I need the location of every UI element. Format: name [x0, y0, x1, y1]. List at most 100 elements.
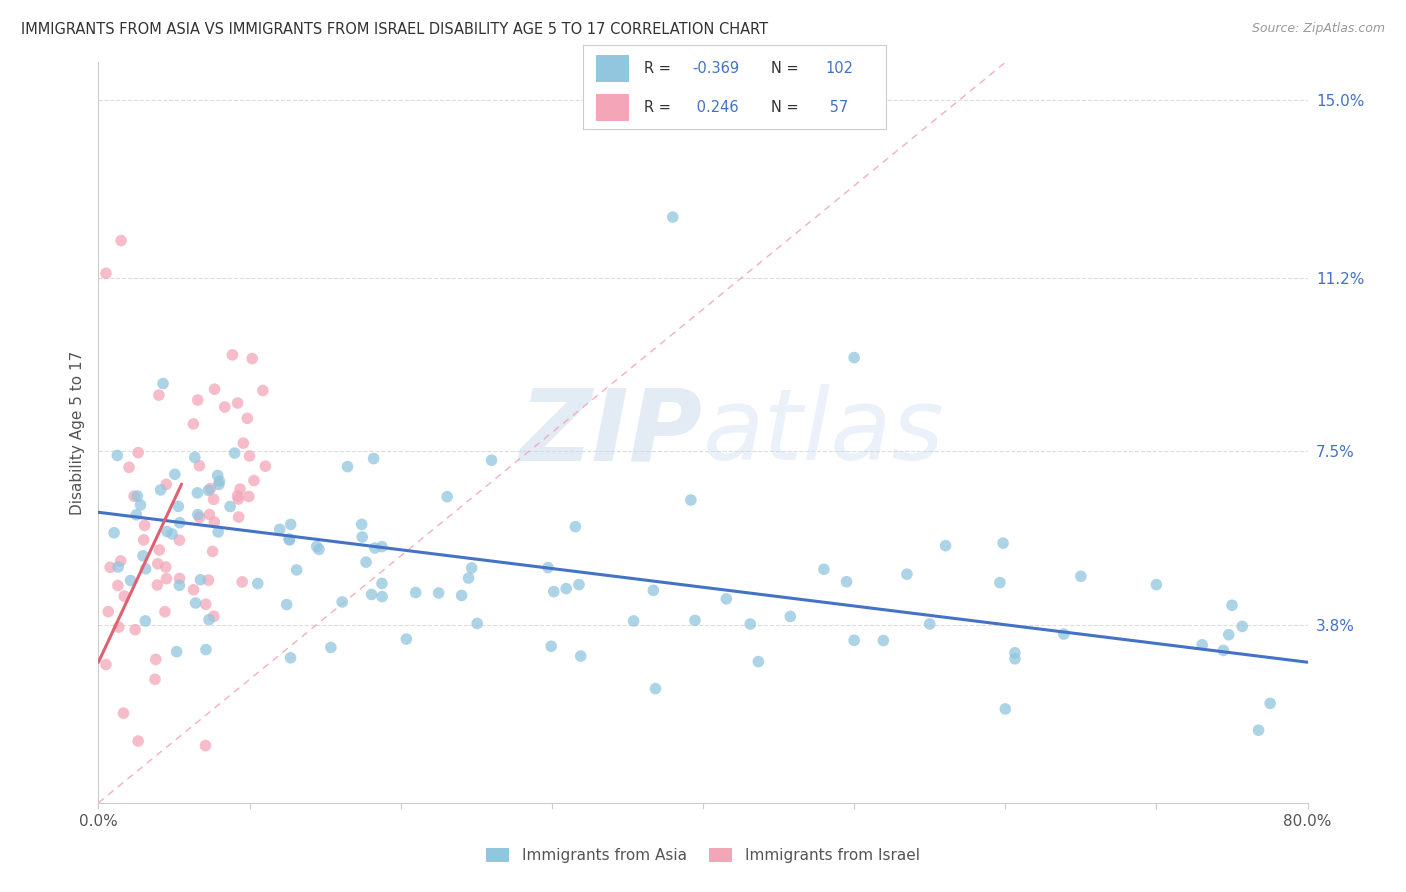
Point: [395, 632, 418, 646]
Point: [167, 500, 190, 514]
Point: [935, 539, 957, 553]
Text: IMMIGRANTS FROM ASIA VS IMMIGRANTS FROM ISRAEL DISABILITY AGE 5 TO 17 CORRELATIO: IMMIGRANTS FROM ASIA VS IMMIGRANTS FROM …: [21, 22, 768, 37]
Point: [183, 582, 205, 597]
Point: [155, 572, 177, 586]
Point: [134, 518, 156, 533]
Point: [231, 574, 253, 589]
Point: [1212, 643, 1234, 657]
Point: [166, 645, 188, 659]
Point: [280, 517, 302, 532]
Point: [169, 578, 191, 592]
Point: [543, 584, 565, 599]
Point: [1232, 619, 1254, 633]
Point: [198, 613, 221, 627]
Point: [194, 739, 217, 753]
Point: [160, 527, 183, 541]
Point: [132, 533, 155, 547]
Point: [427, 586, 450, 600]
Point: [918, 616, 941, 631]
Point: [276, 598, 298, 612]
Point: [232, 436, 254, 450]
Point: [623, 614, 645, 628]
Point: [1053, 627, 1076, 641]
Point: [107, 560, 129, 574]
Point: [354, 555, 377, 569]
Point: [107, 578, 129, 592]
Point: [1144, 577, 1167, 591]
Point: [336, 459, 359, 474]
Point: [226, 489, 249, 503]
Point: [184, 450, 207, 465]
FancyBboxPatch shape: [596, 54, 628, 82]
Point: [844, 351, 866, 365]
Point: [110, 554, 132, 568]
Point: [1218, 628, 1240, 642]
Point: [844, 633, 866, 648]
Point: [564, 519, 586, 533]
Point: [202, 609, 225, 624]
Point: [537, 560, 560, 574]
Point: [98, 560, 121, 574]
Point: [125, 508, 148, 522]
Point: [540, 640, 562, 654]
Point: [246, 576, 269, 591]
Point: [221, 348, 243, 362]
Point: [163, 467, 186, 482]
Point: [269, 522, 291, 536]
Point: [450, 589, 472, 603]
Text: 102: 102: [825, 61, 853, 76]
Point: [149, 483, 172, 497]
Point: [132, 549, 155, 563]
Point: [643, 583, 665, 598]
Point: [155, 477, 177, 491]
Point: [280, 650, 302, 665]
FancyBboxPatch shape: [596, 94, 628, 120]
Point: [187, 508, 209, 522]
Point: [204, 382, 226, 396]
Point: [208, 477, 231, 491]
Point: [110, 234, 132, 248]
Point: [835, 574, 858, 589]
Point: [457, 571, 479, 585]
Point: [991, 536, 1014, 550]
Point: [254, 459, 277, 474]
Point: [143, 673, 166, 687]
Point: [747, 655, 769, 669]
Point: [436, 490, 458, 504]
Point: [481, 453, 503, 467]
Text: N =: N =: [770, 61, 803, 76]
Text: ZIP: ZIP: [520, 384, 703, 481]
Point: [896, 567, 918, 582]
Text: Source: ZipAtlas.com: Source: ZipAtlas.com: [1251, 22, 1385, 36]
Point: [155, 560, 177, 574]
Point: [112, 706, 135, 720]
Point: [363, 451, 385, 466]
Point: [197, 483, 219, 498]
Point: [194, 597, 217, 611]
Point: [186, 486, 208, 500]
Point: [224, 446, 246, 460]
Point: [127, 734, 149, 748]
Point: [569, 649, 592, 664]
Point: [740, 617, 762, 632]
Point: [228, 492, 250, 507]
Point: [207, 524, 229, 539]
Point: [555, 582, 578, 596]
Point: [285, 563, 308, 577]
Point: [994, 702, 1017, 716]
Point: [716, 591, 738, 606]
Point: [112, 589, 135, 603]
Point: [107, 620, 129, 634]
Point: [229, 482, 252, 496]
Point: [207, 468, 229, 483]
Point: [94, 266, 117, 280]
Point: [465, 616, 488, 631]
Point: [305, 540, 328, 554]
Point: [1191, 638, 1213, 652]
Point: [208, 474, 231, 488]
Point: [201, 544, 224, 558]
Point: [200, 482, 222, 496]
Point: [188, 458, 211, 473]
Point: [169, 516, 191, 530]
Text: R =: R =: [644, 61, 675, 76]
